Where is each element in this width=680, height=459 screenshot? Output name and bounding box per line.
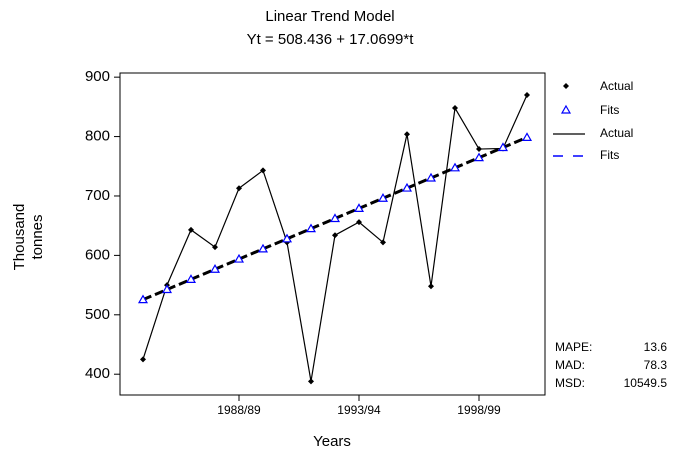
y-tick-label: 700 — [85, 187, 110, 204]
fit-point — [161, 284, 173, 294]
y-tick-label: 500 — [85, 306, 110, 323]
x-tick-label: 1988/89 — [217, 403, 261, 417]
fit-point — [425, 172, 437, 182]
actual-point — [236, 185, 242, 192]
fit-point — [401, 182, 413, 192]
measure-label: MSD: — [555, 376, 585, 390]
actual-point — [308, 378, 314, 385]
legend-symbol — [563, 83, 569, 89]
y-tick-label: 400 — [85, 365, 110, 382]
fit-point — [257, 243, 269, 253]
chart-subtitle: Yt = 508.436 + 17.0699*t — [247, 31, 415, 48]
actual-point — [332, 232, 338, 239]
x-tick-label: 1993/94 — [337, 403, 381, 417]
y-axis-label: tonnes — [29, 214, 46, 259]
fit-point — [473, 152, 485, 162]
fit-point — [185, 274, 197, 283]
measure-label: MAD: — [555, 358, 585, 372]
legend-label: Actual — [600, 79, 633, 93]
actual-point — [260, 167, 266, 174]
y-tick-label: 600 — [85, 246, 110, 263]
y-tick-label: 900 — [85, 68, 110, 85]
fit-point — [329, 213, 341, 223]
measure-value: 10549.5 — [624, 376, 668, 390]
x-axis-label: Years — [313, 433, 351, 450]
measure-value: 13.6 — [644, 340, 668, 354]
actual-point — [428, 283, 434, 290]
actual-point — [212, 244, 218, 251]
fit-point — [521, 132, 533, 141]
fit-point — [449, 162, 461, 172]
legend-label: Fits — [600, 103, 619, 117]
actual-point — [188, 226, 194, 233]
measure-label: MAPE: — [555, 340, 592, 354]
actual-point — [476, 146, 482, 153]
legend-symbol — [560, 104, 572, 114]
actual-point — [140, 356, 146, 363]
fit-point — [281, 233, 293, 243]
x-tick-label: 1998/99 — [457, 403, 501, 417]
actual-point — [452, 105, 458, 112]
fit-point — [353, 203, 365, 212]
actual-point — [380, 239, 386, 246]
y-axis-label: Thousand — [11, 204, 28, 271]
measure-value: 78.3 — [644, 358, 668, 372]
fit-point — [137, 294, 149, 304]
actual-point — [356, 219, 362, 226]
actual-point — [404, 131, 410, 138]
legend-label: Actual — [600, 126, 633, 140]
fit-point — [497, 142, 509, 152]
fit-point — [209, 264, 221, 273]
fit-point — [305, 223, 317, 233]
y-tick-label: 800 — [85, 128, 110, 145]
legend-label: Fits — [600, 148, 619, 162]
chart-title: Linear Trend Model — [265, 8, 394, 25]
plot-frame — [119, 72, 546, 396]
fit-point — [377, 193, 389, 202]
fit-point — [233, 253, 245, 263]
actual-point — [524, 91, 530, 98]
